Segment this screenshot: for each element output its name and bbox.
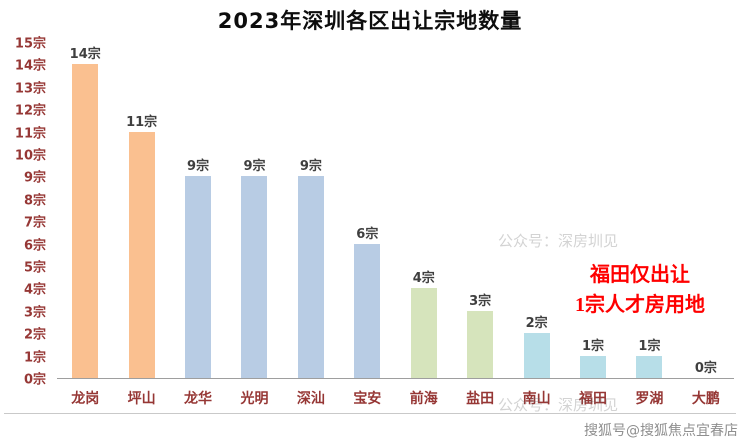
bar-value-label: 6宗: [356, 226, 379, 242]
bar: [636, 355, 663, 378]
y-tick-label: 5宗: [23, 260, 46, 276]
bar: [185, 176, 212, 378]
x-category-label: 大鹏: [691, 391, 720, 407]
y-tick-label: 6宗: [23, 238, 46, 254]
y-tick-label: 11宗: [14, 126, 46, 142]
bar-column: 1宗: [565, 42, 621, 378]
x-category-label: 深汕: [296, 391, 325, 407]
y-tick-label: 12宗: [14, 103, 46, 119]
chart-title: 2023年深圳各区出让宗地数量: [217, 9, 523, 33]
bar-value-label: 4宗: [412, 271, 435, 287]
y-tick-label: 4宗: [23, 282, 46, 298]
watermark-sohu: 搜狐号@搜狐焦点宜春店: [584, 423, 738, 439]
y-tick-label: 15宗: [14, 36, 46, 52]
bar-column: 14宗: [57, 42, 113, 378]
y-tick-label: 1宗: [23, 350, 46, 366]
annotation-futian: 福田仅出让 1宗人才房用地: [550, 260, 730, 320]
bar-column: 9宗: [170, 42, 226, 378]
x-category-label: 前海: [409, 391, 438, 407]
bar-column: 6宗: [339, 42, 395, 378]
bar: [241, 176, 268, 378]
plot-area: 14宗 11宗 9宗 9宗 9宗 6宗 4宗 3宗 2宗 1宗 1宗 0宗: [57, 42, 734, 379]
x-category-label: 龙岗: [71, 391, 100, 407]
bar: [580, 355, 606, 378]
x-category-label: 宝安: [353, 391, 382, 407]
bar: [297, 176, 324, 378]
bar-column: 11宗: [113, 42, 169, 378]
axis-baseline: [4, 413, 736, 414]
bar: [354, 243, 381, 378]
bar-column: 3宗: [452, 42, 508, 378]
bar-column: 2宗: [508, 42, 564, 378]
annotation-line1: 福田仅出让: [590, 264, 690, 286]
bar-column: 4宗: [396, 42, 452, 378]
bar-value-label: 1宗: [581, 338, 605, 354]
bar-value-label: 0宗: [694, 361, 717, 376]
bar-value-label: 9宗: [299, 159, 322, 175]
bar-value-label: 14宗: [69, 47, 101, 63]
bar: [128, 131, 155, 378]
y-tick-label: 2宗: [23, 327, 46, 343]
bar: [410, 288, 437, 378]
x-axis: 龙岗 坪山 龙华 光明 深汕 宝安 前海 盐田 南山 福田 罗湖 大鹏: [57, 380, 734, 410]
x-category-label: 龙华: [184, 391, 213, 407]
y-tick-label: 9宗: [23, 170, 46, 186]
bar-column: 9宗: [283, 42, 339, 378]
bar-value-label: 11宗: [126, 114, 158, 130]
y-tick-label: 7宗: [23, 215, 46, 231]
y-tick-label: 8宗: [23, 193, 46, 209]
x-category-label: 坪山: [127, 391, 156, 407]
annotation-line2: 1宗人才房用地: [575, 294, 705, 316]
bar: [72, 64, 99, 378]
bar: [467, 310, 494, 378]
x-category-label: 盐田: [466, 391, 495, 407]
y-tick-label: 14宗: [14, 58, 46, 74]
x-category-label: 福田: [579, 391, 607, 407]
x-category-label: 南山: [522, 391, 551, 407]
y-tick-label: 3宗: [23, 305, 46, 321]
bar-column: 0宗: [678, 42, 734, 378]
y-tick-label: 0宗: [23, 372, 46, 388]
y-axis: 0宗 1宗 2宗 3宗 4宗 5宗 6宗 7宗 8宗 9宗 10宗 11宗 12宗 13宗 14宗 15宗: [0, 37, 52, 388]
bar-column: 1宗: [621, 42, 677, 378]
y-tick-label: 13宗: [14, 81, 46, 97]
bar-value-label: 9宗: [187, 159, 210, 175]
bar-column: 9宗: [226, 42, 282, 378]
y-tick-label: 10宗: [14, 148, 46, 164]
x-category-label: 罗湖: [635, 391, 664, 407]
x-category-label: 光明: [240, 391, 269, 407]
bar: [523, 333, 550, 378]
bar-value-label: 9宗: [243, 159, 266, 175]
bar-value-label: 2宗: [525, 316, 548, 332]
bar-value-label: 3宗: [469, 293, 492, 309]
bar-value-label: 1宗: [638, 338, 661, 354]
